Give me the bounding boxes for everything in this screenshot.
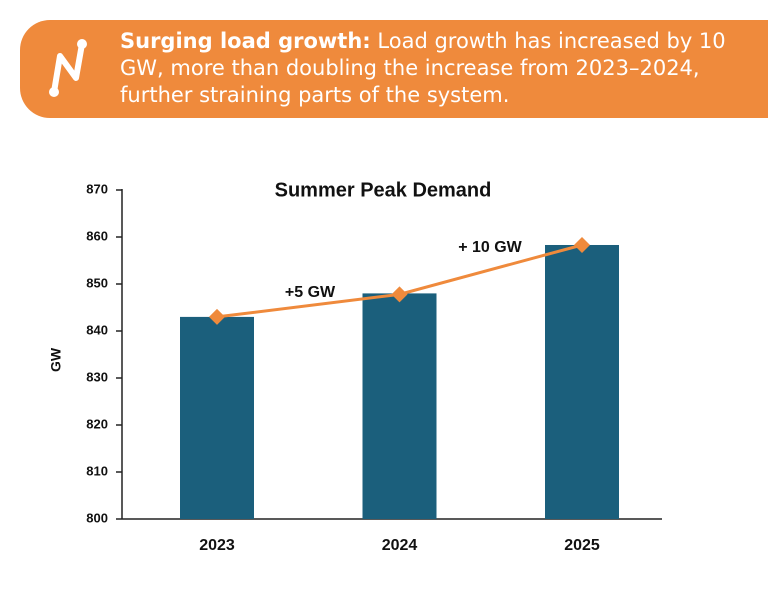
bar [180, 316, 254, 519]
banner-text: Surging load growth: Load growth has inc… [120, 28, 750, 109]
line-marker [391, 286, 408, 303]
x-tick-label: 2025 [564, 537, 600, 554]
annotation: + 10 GW [458, 239, 522, 256]
y-tick-label: 830 [86, 369, 108, 384]
y-tick-label: 840 [86, 322, 108, 337]
banner: Surging load growth: Load growth has inc… [20, 20, 768, 118]
y-tick-label: 820 [86, 416, 108, 431]
bar [545, 244, 619, 520]
y-axis-label: GW [48, 347, 64, 372]
x-tick-label: 2023 [199, 537, 235, 554]
y-tick-label: 810 [86, 463, 108, 478]
y-tick-label: 860 [86, 228, 108, 243]
line-marker [574, 236, 590, 253]
banner-heading: Surging load growth: [120, 29, 371, 53]
banner-body: Load growth has increased by 10 GW, more… [120, 29, 726, 107]
x-tick-label: 2024 [382, 537, 418, 554]
y-tick-label: 870 [86, 181, 108, 196]
y-tick-label: 850 [86, 275, 108, 290]
chart-title: Summer Peak Demand [275, 179, 492, 201]
line-marker [209, 308, 225, 325]
banner-icon [49, 39, 87, 97]
bar [362, 293, 437, 519]
y-tick-label: 800 [86, 510, 108, 525]
annotation: +5 GW [285, 284, 336, 301]
